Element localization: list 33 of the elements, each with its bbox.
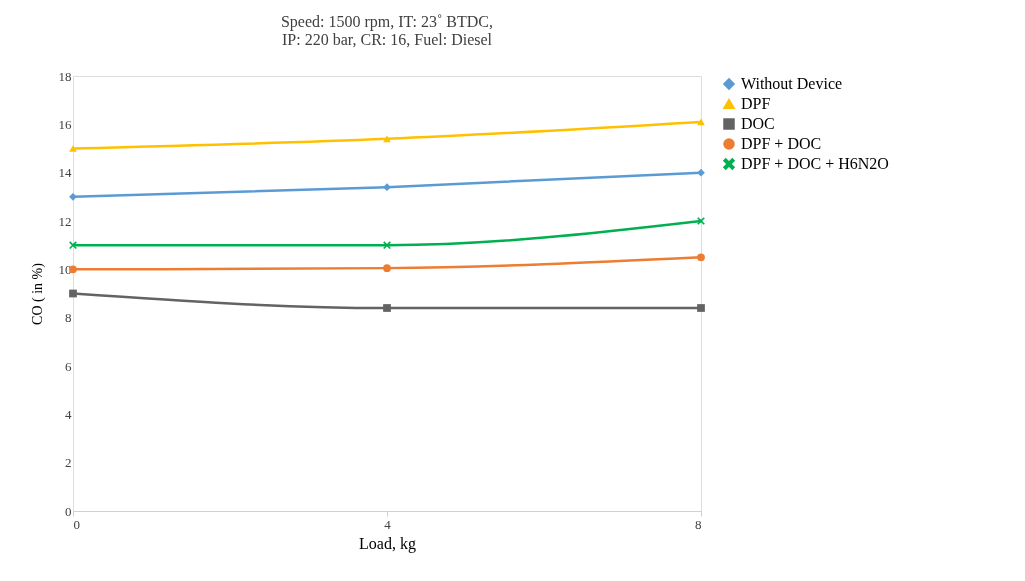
y-tick-label: 18 xyxy=(58,68,72,84)
legend-label: DOC xyxy=(741,115,775,132)
chart-title: Speed: 1500 rpm, IT: 23˚ BTDC, IP: 220 bar, CR: 16, Fuel: Diesel xyxy=(280,13,494,48)
x-tick-label: 8 xyxy=(695,516,702,532)
y-tick-label: 2 xyxy=(65,455,72,471)
y-axis-title: CO ( in %) xyxy=(29,262,46,325)
y-tick-label: 4 xyxy=(65,406,72,422)
point xyxy=(697,253,705,262)
point xyxy=(697,168,705,177)
y-tick-label: 0 xyxy=(65,503,72,519)
point xyxy=(383,183,391,192)
y-tick-label: 8 xyxy=(65,310,72,326)
y-tick-label: 16 xyxy=(58,116,72,132)
point xyxy=(697,118,705,126)
point xyxy=(69,192,77,201)
legend-label: DPF xyxy=(741,95,771,112)
point xyxy=(69,145,77,152)
point xyxy=(383,304,391,312)
point xyxy=(383,241,391,250)
legend-label: DPF + DOC xyxy=(741,135,822,152)
x-tick-label: 4 xyxy=(384,516,392,532)
point xyxy=(697,304,705,312)
y-tick-label: 6 xyxy=(65,358,72,374)
x-axis-title: Load, kg xyxy=(359,534,416,553)
point xyxy=(383,264,391,272)
legend-label: Without Device xyxy=(741,75,843,92)
point xyxy=(69,289,77,298)
point xyxy=(69,241,77,250)
y-tick-label: 14 xyxy=(58,165,72,181)
legend-label: DPF + DOC + H6N2O xyxy=(741,155,889,172)
y-tick-label: 12 xyxy=(58,213,72,229)
point xyxy=(697,217,705,225)
point xyxy=(383,135,391,143)
